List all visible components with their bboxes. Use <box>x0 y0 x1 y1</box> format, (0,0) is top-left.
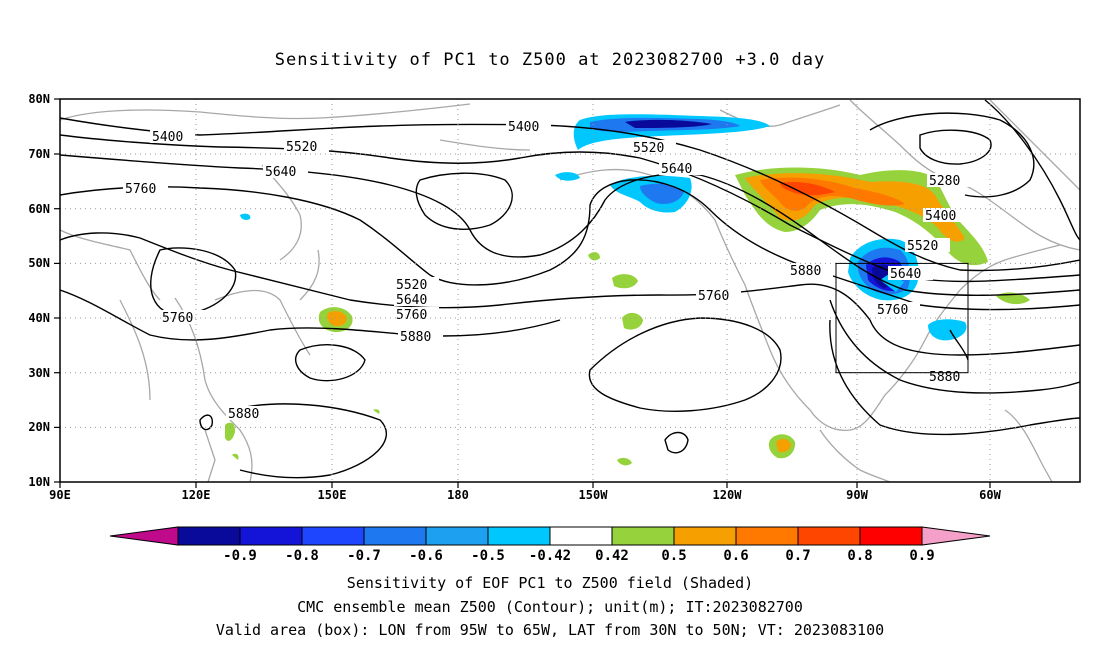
colorbar-label: -0.8 <box>285 548 319 564</box>
colorbar-swatch <box>859 526 923 546</box>
lon-label: 90W <box>846 488 868 502</box>
contour-label: 5400 <box>508 120 539 135</box>
colorbar: -0.9 -0.8 -0.7 -0.6 -0.5 -0.42 0.42 0.5 0.6 0.7 0.… <box>109 526 991 564</box>
colorbar-label: -0.42 <box>529 548 571 564</box>
lat-label: 70N <box>28 147 50 161</box>
caption-line-2: CMC ensemble mean Z500 (Contour); unit(m… <box>297 598 803 616</box>
shade-neg-arctic-core <box>625 119 712 128</box>
contour-label: 5640 <box>890 267 921 282</box>
valid-area-box <box>835 262 969 374</box>
contour-label: 5520 <box>286 140 317 155</box>
contour-label: 5280 <box>929 174 960 189</box>
lat-label: 40N <box>28 311 50 325</box>
colorbar-low-arrow <box>109 526 179 546</box>
lat-label: 20N <box>28 420 50 434</box>
colorbar-swatch <box>301 526 365 546</box>
contour-label: 5520 <box>633 141 664 156</box>
contour-label: 5760 <box>877 303 908 318</box>
lon-label: 90E <box>49 488 71 502</box>
map-frame <box>59 98 1081 483</box>
contour-label: 5880 <box>400 330 431 345</box>
colorbar-swatch <box>611 526 675 546</box>
contour-label: 5640 <box>396 293 427 308</box>
contour-label: 5400 <box>925 209 956 224</box>
lon-label: 120W <box>713 488 743 502</box>
lat-label: 10N <box>28 475 50 489</box>
sensitivity-shading <box>225 114 1030 466</box>
colorbar-high-arrow <box>921 526 991 546</box>
colorbar-swatch <box>487 526 551 546</box>
colorbar-label: -0.5 <box>471 548 505 564</box>
lat-axis: 80N 70N 60N 50N 40N 30N 20N 10N <box>28 92 50 489</box>
caption-line-3: Valid area (box): LON from 95W to 65W, L… <box>215 621 885 639</box>
colorbar-label: -0.7 <box>347 548 381 564</box>
caption-line-1: Sensitivity of EOF PC1 to Z500 field (Sh… <box>346 574 754 592</box>
z500-contours <box>60 99 1080 479</box>
tick-marks <box>54 98 991 488</box>
lon-label: 150W <box>579 488 609 502</box>
colorbar-label: 0.9 <box>909 548 934 564</box>
contour-label: 5640 <box>265 165 296 180</box>
contour-label: 5400 <box>152 130 183 145</box>
plot-title: Sensitivity of PC1 to Z500 at 2023082700… <box>274 50 826 70</box>
lon-label: 60W <box>979 488 1001 502</box>
contour-label: 5760 <box>698 289 729 304</box>
lon-label: 120E <box>182 488 211 502</box>
contour-label: 5760 <box>125 182 156 197</box>
lon-label: 150E <box>318 488 347 502</box>
lat-label: 60N <box>28 202 50 216</box>
lon-axis: 90E 120E 150E 180 150W 120W 90W 60W <box>49 488 1001 502</box>
lat-label: 50N <box>28 256 50 270</box>
lat-label: 30N <box>28 366 50 380</box>
colorbar-swatch <box>549 526 613 546</box>
contour-label: 5640 <box>661 162 692 177</box>
contour-label: 5760 <box>162 311 193 326</box>
colorbar-swatch <box>673 526 737 546</box>
colorbar-label: 0.7 <box>785 548 810 564</box>
colorbar-swatch <box>425 526 489 546</box>
shade-neg-alaska-core <box>640 183 684 204</box>
colorbar-label: 0.8 <box>847 548 872 564</box>
contour-label: 5520 <box>907 239 938 254</box>
contour-label: 5880 <box>929 370 960 385</box>
contour-label: 5880 <box>790 264 821 279</box>
lon-label: 180 <box>447 488 469 502</box>
contour-label: 5880 <box>228 407 259 422</box>
colorbar-swatch <box>797 526 861 546</box>
coastlines <box>60 99 1080 482</box>
colorbar-swatch <box>177 526 241 546</box>
colorbar-label: 0.6 <box>723 548 748 564</box>
shade-neg-eastcoast <box>928 319 967 341</box>
contour-label: 5760 <box>396 308 427 323</box>
colorbar-label: 0.5 <box>661 548 686 564</box>
colorbar-swatch <box>239 526 303 546</box>
colorbar-label: 0.42 <box>595 548 629 564</box>
colorbar-swatch <box>735 526 799 546</box>
colorbar-label: -0.9 <box>223 548 257 564</box>
contour-label: 5520 <box>396 278 427 293</box>
contour-labels: 5400 5520 5640 5760 5400 5520 5640 5760 … <box>123 119 972 422</box>
colorbar-label: -0.6 <box>409 548 443 564</box>
colorbar-swatch <box>363 526 427 546</box>
lat-label: 80N <box>28 92 50 106</box>
